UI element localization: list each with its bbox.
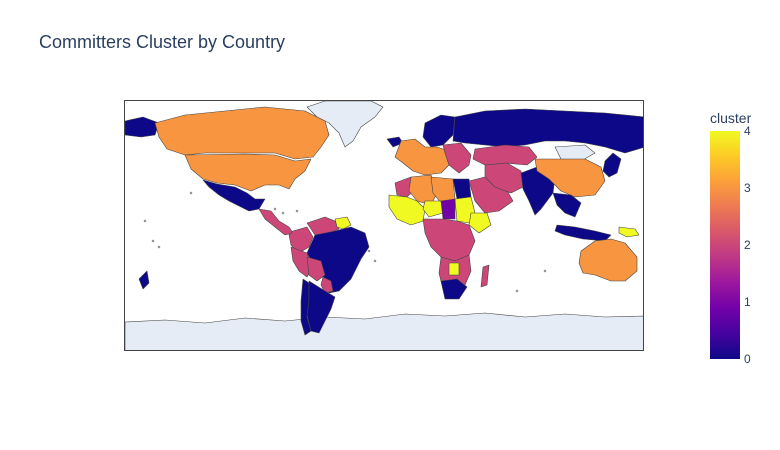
country-scandinavia[interactable]: [422, 114, 456, 148]
island-shape: [367, 249, 371, 253]
country-madagascar[interactable]: [480, 264, 490, 288]
country-japan-korea[interactable]: [602, 152, 622, 178]
country-central-africa[interactable]: [422, 218, 476, 262]
country-western-europe[interactable]: [394, 138, 452, 176]
colorbar-title: cluster: [710, 110, 752, 126]
island-shape: [373, 259, 377, 263]
island-shape: [189, 191, 193, 195]
island-shape: [151, 239, 155, 243]
country-central-asia[interactable]: [472, 144, 538, 166]
colorbar-gradient: [710, 131, 740, 359]
country-colombia[interactable]: [288, 226, 314, 254]
country-australia[interactable]: [578, 238, 638, 282]
country-south-africa[interactable]: [440, 278, 468, 300]
country-indonesia[interactable]: [554, 224, 612, 242]
country-southeast-asia[interactable]: [552, 192, 582, 218]
country-ethiopia[interactable]: [468, 212, 492, 234]
island-shape: [281, 211, 285, 215]
island-shape: [273, 207, 277, 211]
country-china[interactable]: [534, 158, 606, 198]
country-bolivia[interactable]: [306, 256, 326, 282]
country-alaska-siberia-strip[interactable]: [125, 116, 160, 138]
country-eastern-europe[interactable]: [442, 142, 472, 174]
country-antarctica[interactable]: [125, 312, 644, 351]
country-greenland[interactable]: [306, 101, 384, 148]
world-map-svg[interactable]: [125, 101, 644, 351]
island-shape: [543, 269, 547, 273]
country-russia[interactable]: [452, 108, 644, 154]
country-niger[interactable]: [422, 200, 444, 218]
chart-title: Committers Cluster by Country: [39, 32, 286, 52]
country-mongolia[interactable]: [554, 144, 596, 162]
country-guyana[interactable]: [334, 216, 352, 230]
country-papua-new-guinea[interactable]: [618, 226, 640, 238]
colorbar-tick: 3: [744, 181, 751, 195]
country-libya[interactable]: [430, 176, 456, 204]
colorbar-tick: 1: [744, 295, 751, 309]
island-shape: [295, 209, 299, 213]
country-central-america[interactable]: [258, 208, 294, 236]
country-chad[interactable]: [440, 198, 456, 220]
colorbar-tick: 0: [744, 352, 751, 366]
country-paraguay[interactable]: [320, 276, 334, 294]
choropleth-map[interactable]: [124, 100, 644, 351]
colorbar: [710, 131, 740, 359]
island-shape: [515, 289, 519, 293]
colorbar-tick: 4: [744, 124, 751, 138]
island-shape: [157, 245, 161, 249]
country-peru[interactable]: [290, 246, 314, 278]
country-canada[interactable]: [154, 106, 330, 160]
country-united-states[interactable]: [184, 153, 312, 192]
colorbar-tick: 2: [744, 238, 751, 252]
country-egypt[interactable]: [452, 178, 472, 200]
country-iran[interactable]: [484, 162, 524, 194]
country-new-zealand[interactable]: [138, 270, 150, 290]
country-botswana[interactable]: [448, 262, 460, 276]
country-argentina[interactable]: [306, 280, 336, 334]
island-shape: [143, 219, 147, 223]
